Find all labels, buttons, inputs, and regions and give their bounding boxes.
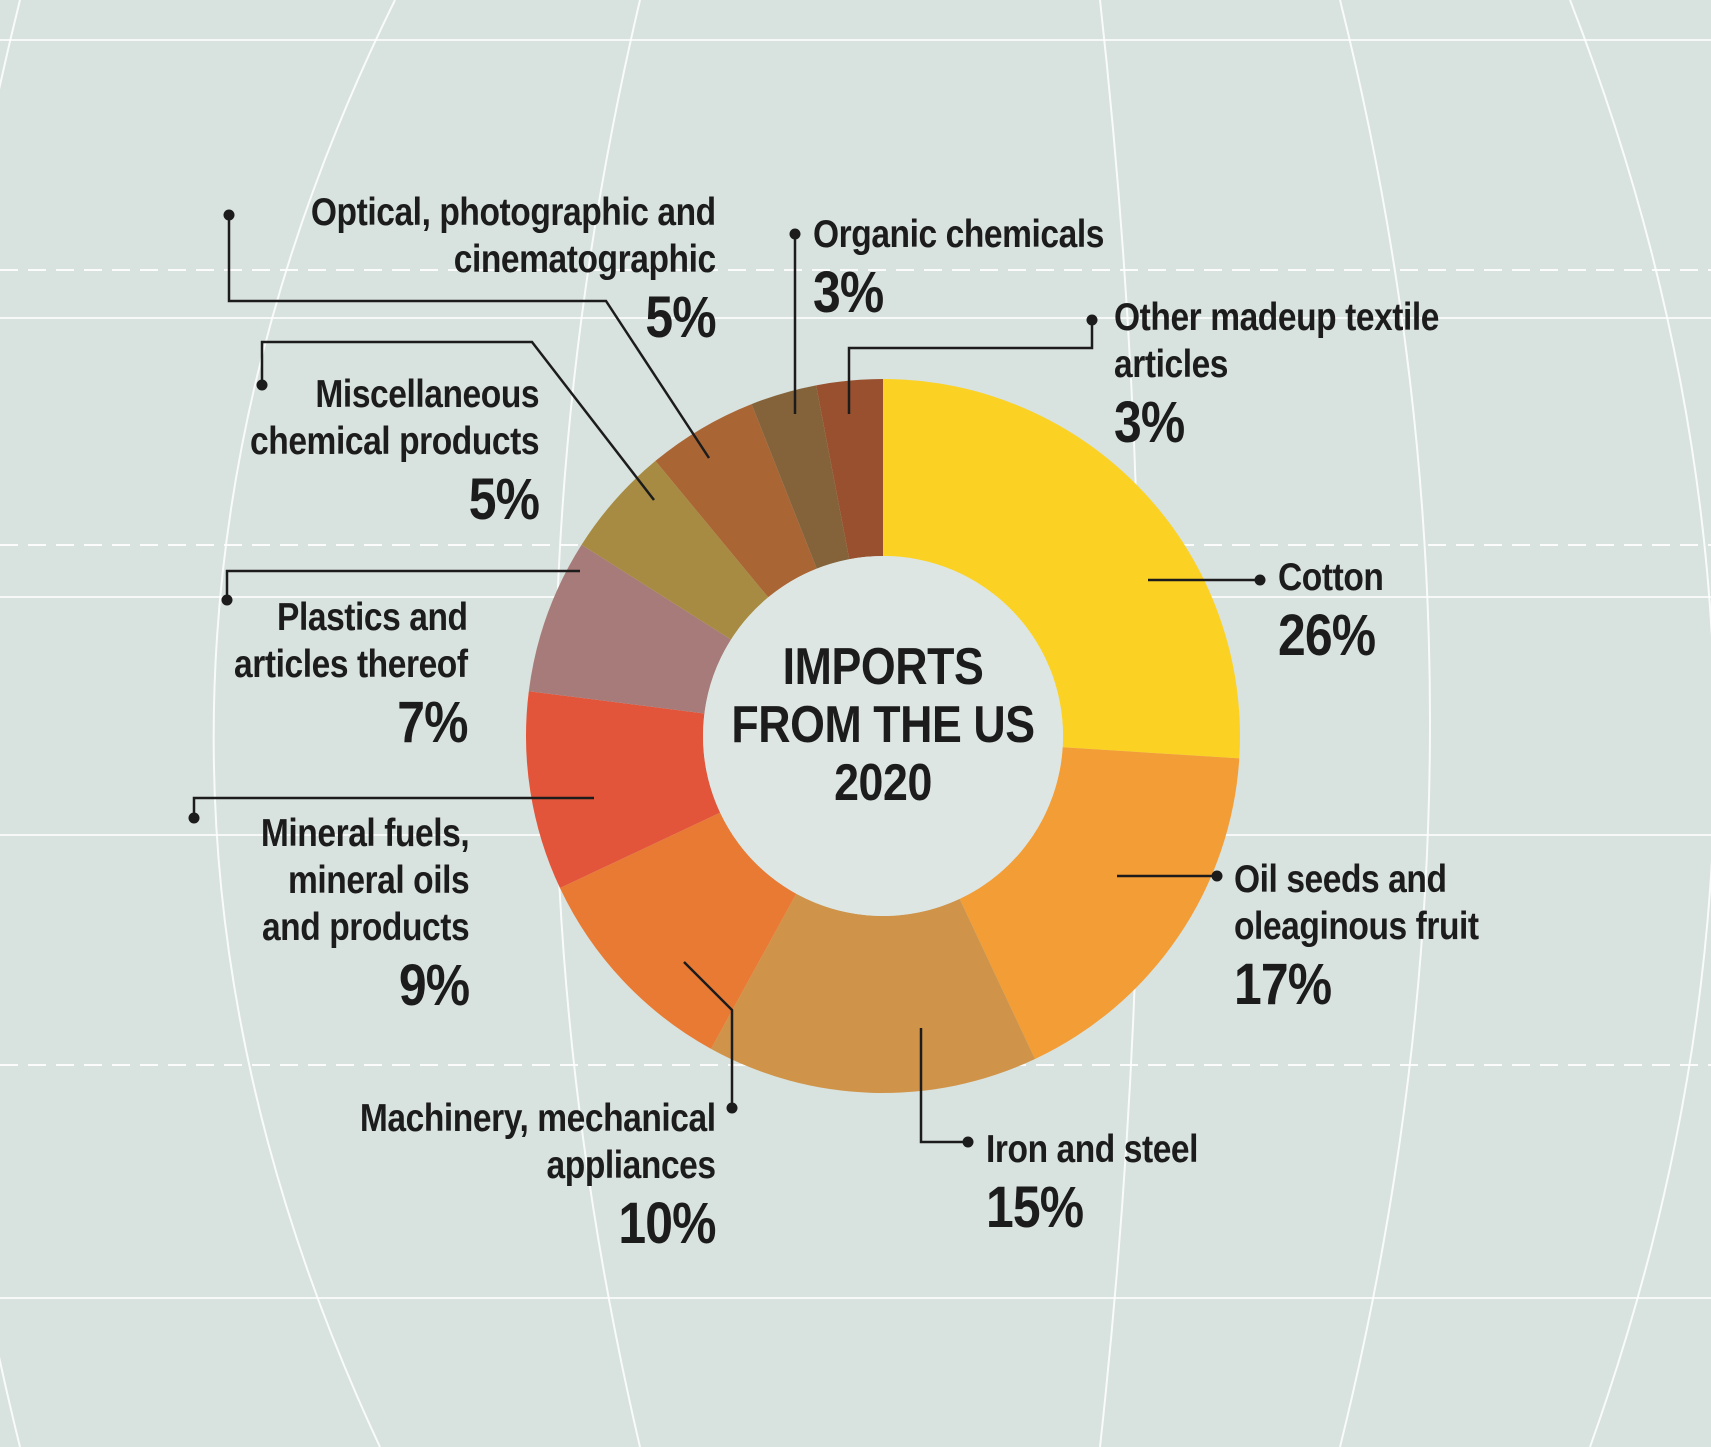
label-misc-chemical: Miscellaneous chemical products 5%	[203, 371, 540, 535]
category-label: Miscellaneous	[315, 373, 539, 416]
value-label: 9%	[398, 953, 470, 1018]
category-label: chemical products	[249, 420, 539, 463]
donut-slice-3	[559, 812, 797, 1049]
leader-dot-4	[188, 812, 200, 824]
value-label: 3%	[1114, 390, 1185, 455]
category-label: Machinery, mechanical	[360, 1097, 716, 1140]
leader-dot-9	[1086, 314, 1098, 326]
category-label: mineral oils	[287, 859, 470, 902]
category-label: Optical, photographic and	[311, 191, 716, 234]
category-label: Organic chemicals	[813, 213, 1104, 256]
leader-line-3	[683, 961, 734, 1108]
donut-slice-1	[959, 747, 1240, 1060]
leader-line-2	[919, 1028, 968, 1144]
category-label: and products	[261, 906, 470, 949]
value-label: 17%	[1234, 952, 1332, 1017]
category-label: oleaginous fruit	[1234, 905, 1479, 948]
value-label: 26%	[1278, 603, 1376, 668]
donut-slice-4	[526, 691, 721, 889]
value-label: 5%	[645, 285, 717, 350]
donut-slice-5	[528, 544, 732, 714]
category-label: Cotton	[1278, 556, 1384, 599]
chart-title-line: IMPORTS	[782, 638, 984, 696]
leader-dot-1	[1211, 870, 1223, 882]
donut-slice-6	[581, 460, 769, 640]
category-label: Iron and steel	[986, 1128, 1199, 1171]
donut-slice-2	[711, 893, 1036, 1093]
category-label: cinematographic	[454, 238, 716, 281]
label-oil-seeds: Oil seeds and oleaginous fruit 17%	[1234, 856, 1519, 1020]
leader-line-4	[192, 796, 594, 818]
chart-title-year: 2020	[834, 754, 932, 812]
leader-dot-8	[789, 228, 801, 240]
label-plastics: Plastics and articles thereof 7%	[196, 594, 468, 758]
donut-slice-9	[816, 379, 883, 560]
donut-slice-0	[883, 379, 1240, 759]
donut-slice-7	[655, 404, 817, 598]
leader-line-7	[227, 215, 711, 459]
value-label: 7%	[397, 690, 469, 755]
value-label: 15%	[986, 1175, 1084, 1240]
donut-hole	[703, 556, 1063, 916]
label-optical: Optical, photographic and cinematographi…	[245, 189, 717, 353]
chart-title: IMPORTS FROM THE US 2020	[700, 638, 1066, 812]
leader-dot-7	[223, 209, 235, 221]
label-iron-and-steel: Iron and steel 15%	[986, 1126, 1233, 1243]
leader-dot-3	[726, 1102, 738, 1114]
category-label: Other madeup textile	[1114, 296, 1440, 339]
donut-slice-8	[751, 385, 850, 569]
category-label: appliances	[546, 1144, 717, 1187]
label-cotton: Cotton 26%	[1278, 554, 1401, 671]
category-label: articles thereof	[234, 643, 468, 686]
category-label: articles	[1114, 343, 1229, 386]
meridian-line	[212, 0, 396, 1447]
meridian-line	[1339, 0, 1431, 1447]
label-mineral-fuels: Mineral fuels, mineral oils and products…	[227, 810, 470, 1021]
leader-dot-5	[221, 594, 233, 606]
category-label: Plastics and	[277, 596, 468, 639]
value-label: 5%	[468, 467, 540, 532]
label-organic-chemicals: Organic chemicals 3%	[813, 211, 1151, 328]
meridian-line	[1569, 0, 1711, 1447]
label-other-textile: Other madeup textile articles 3%	[1114, 294, 1492, 458]
category-label: Oil seeds and	[1234, 858, 1447, 901]
category-label: Mineral fuels,	[260, 812, 470, 855]
value-label: 3%	[813, 260, 884, 325]
label-machinery: Machinery, mechanical appliances 10%	[302, 1095, 717, 1259]
leader-dot-0	[1254, 574, 1266, 586]
value-label: 10%	[618, 1191, 717, 1256]
leader-dot-2	[962, 1136, 974, 1148]
chart-title-line: FROM THE US	[731, 696, 1035, 754]
leader-dot-6	[256, 379, 268, 391]
leader-line-6	[260, 340, 655, 501]
leader-line-5	[225, 569, 580, 600]
leader-line-9	[847, 320, 1094, 414]
